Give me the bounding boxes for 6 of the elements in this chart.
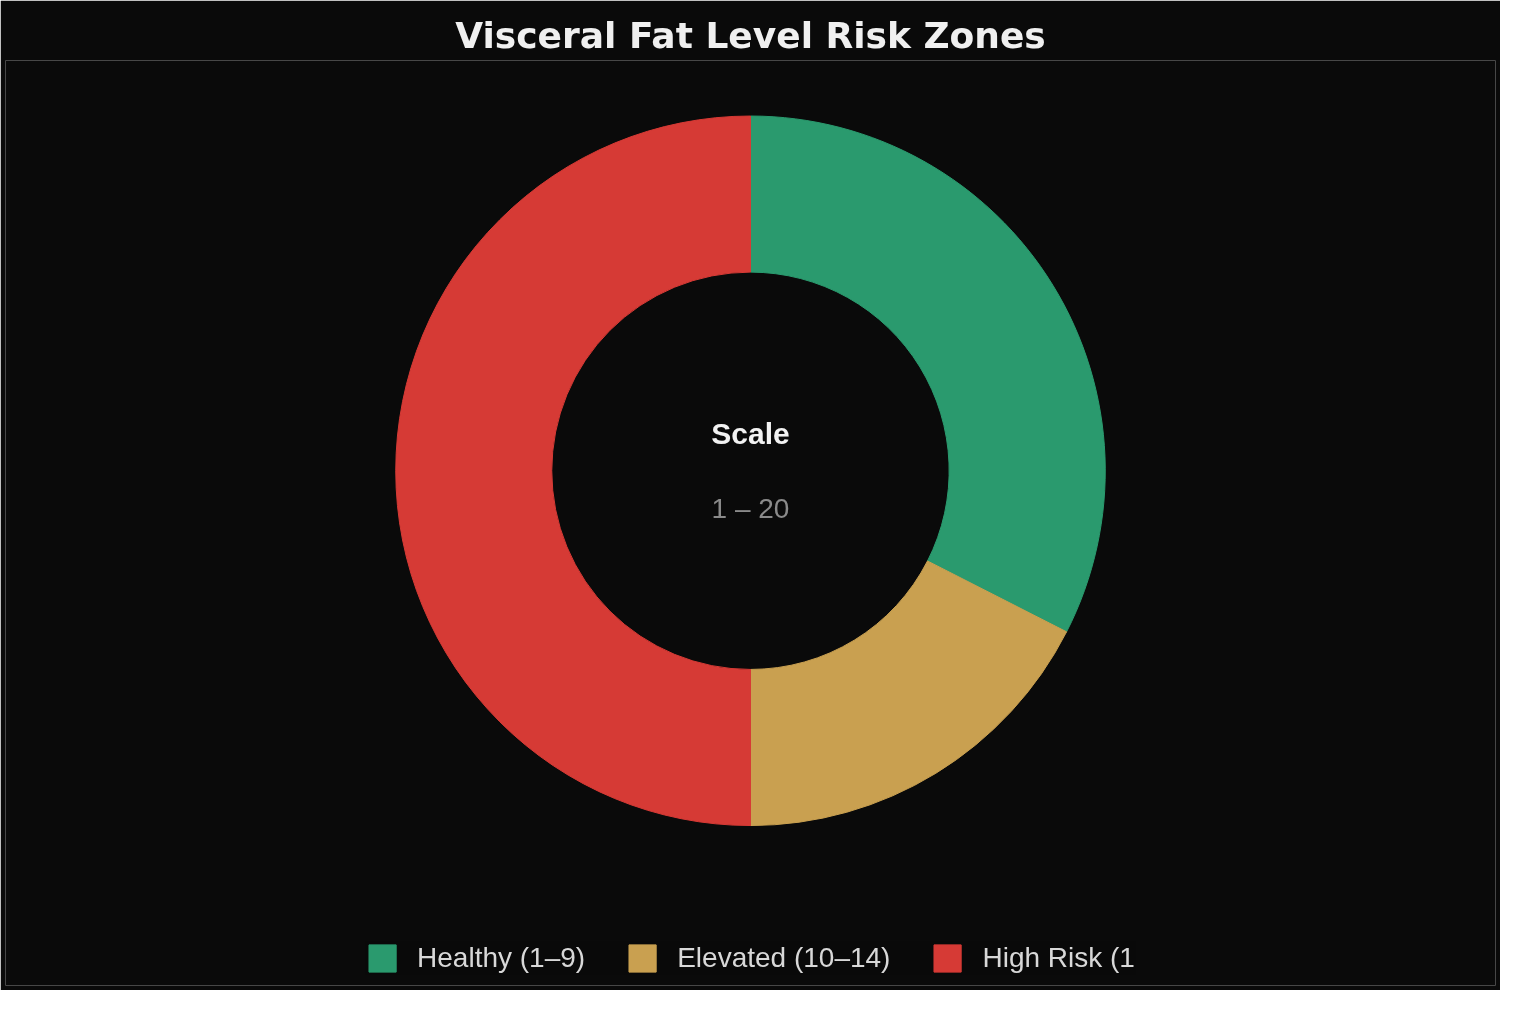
legend-label: Healthy (1–9)	[417, 942, 586, 974]
legend-label: High Risk (1	[982, 942, 1135, 974]
text: Scale	[711, 416, 790, 450]
legend-label: Elevated (10–14)	[677, 942, 891, 974]
chart-title: Visceral Fat Level Risk Zones	[455, 14, 1046, 56]
text: 1 – 20	[711, 492, 790, 524]
